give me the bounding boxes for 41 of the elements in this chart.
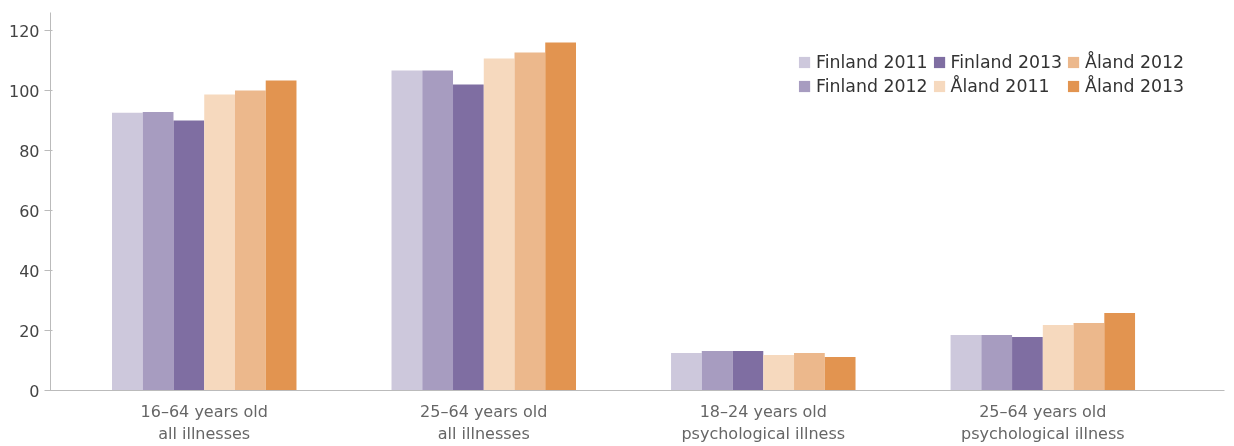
y-tick-label: 120 (8, 21, 40, 41)
legend-label: Åland 2012 (1085, 52, 1184, 72)
y-tick-label: 20 (19, 321, 40, 341)
x-tick-label: 25–64 years old all illnesses (420, 401, 548, 444)
bar (794, 353, 825, 391)
bar (265, 80, 297, 391)
bar (1012, 337, 1043, 391)
bar (1104, 313, 1136, 391)
bar (204, 94, 235, 391)
bar (483, 58, 515, 391)
bar (545, 42, 576, 391)
bar (391, 70, 423, 391)
bar (422, 70, 454, 391)
y-tick-label: 0 (29, 381, 40, 401)
y-tick-label: 80 (19, 141, 40, 161)
y-tick-label: 40 (19, 261, 40, 281)
bar (763, 355, 795, 391)
bar (453, 84, 484, 391)
x-tick-label: 25–64 years old psychological illness (960, 401, 1125, 444)
bar (950, 335, 982, 391)
y-tick-label: 100 (8, 81, 40, 101)
bar (824, 356, 856, 391)
legend-label: Finland 2012 (816, 76, 928, 96)
bar (112, 112, 143, 391)
bar (173, 120, 205, 391)
legend-label: Åland 2013 (1085, 76, 1184, 96)
bar (981, 335, 1013, 391)
legend-label: Finland 2011 (816, 52, 928, 72)
bar (1073, 323, 1105, 391)
bar (671, 353, 702, 391)
bar (1042, 325, 1074, 391)
bar (732, 350, 764, 391)
x-tick-label: 18–24 years old psychological illness (681, 401, 846, 444)
bar (701, 350, 733, 391)
legend-label: Finland 2013 (950, 52, 1063, 72)
bar (142, 112, 174, 391)
bar (234, 90, 266, 391)
legend-label: Åland 2011 (950, 76, 1050, 96)
bar (514, 52, 546, 391)
y-tick-label: 60 (19, 201, 40, 221)
x-tick-label: 16–64 years old all illnesses (140, 401, 268, 444)
